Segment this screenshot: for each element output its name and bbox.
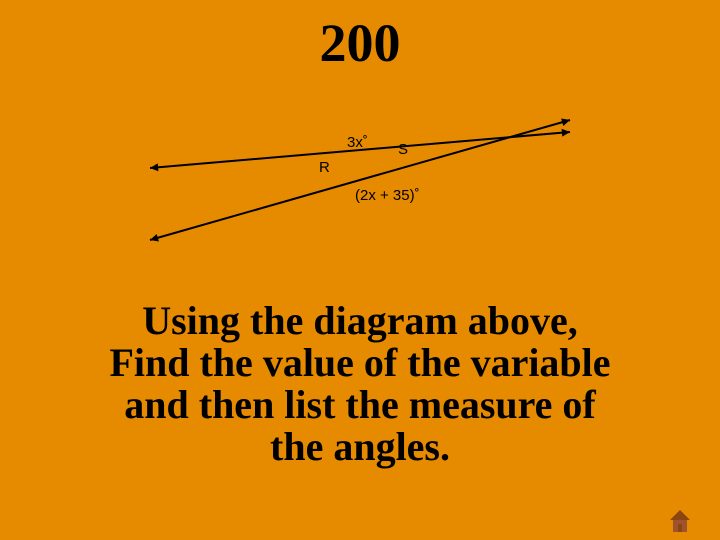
- slide: 200 3x˚ S R (2x + 35)˚ Using the diagram ab…: [0, 0, 720, 540]
- intersecting-lines-diagram: 3x˚ S R (2x + 35)˚: [140, 110, 580, 250]
- diagram-label-R: R: [319, 159, 330, 176]
- diagram-svg: [140, 110, 580, 250]
- home-icon: [666, 506, 694, 534]
- diagram-label-angle_top: 3x˚: [347, 134, 368, 151]
- question-text: Using the diagram above,Find the value o…: [0, 300, 720, 468]
- diagram-label-angle_bot: (2x + 35)˚: [355, 187, 420, 204]
- point-value-title: 200: [0, 12, 720, 74]
- diagram-label-S: S: [398, 141, 408, 158]
- home-button[interactable]: [666, 506, 694, 534]
